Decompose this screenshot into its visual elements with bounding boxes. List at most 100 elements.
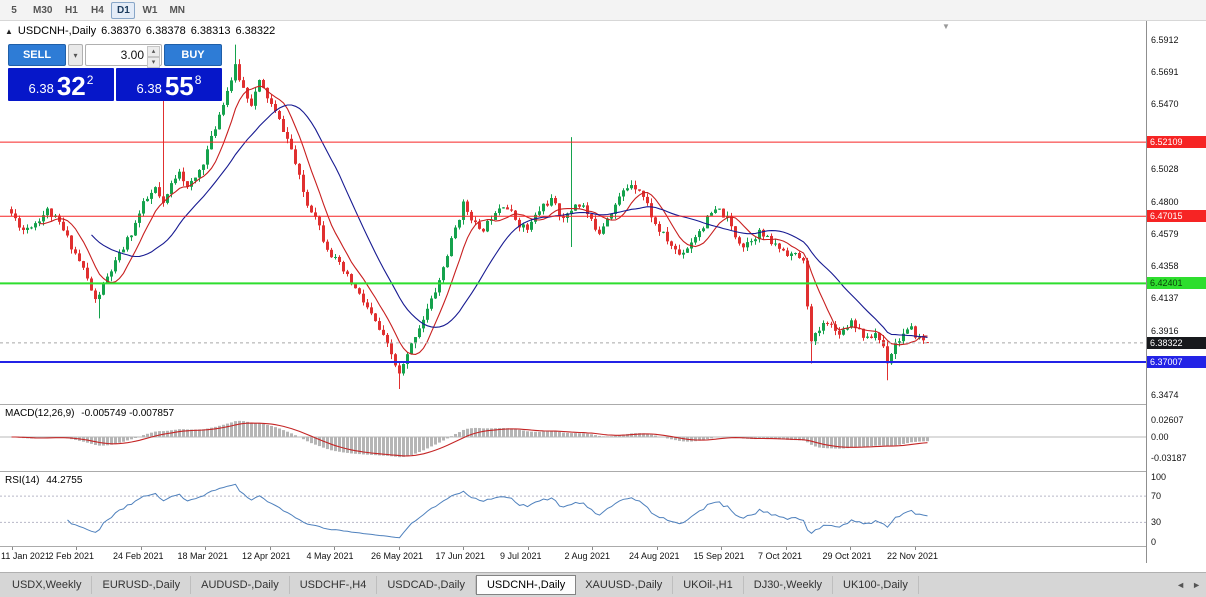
buy-price-pips: 55 — [164, 71, 194, 101]
chart-tab-audusd-daily[interactable]: AUDUSD-,Daily — [191, 576, 290, 594]
date-tick — [914, 547, 916, 550]
ma-slow-line — [91, 104, 928, 338]
price-axis-label: 6.4800 — [1151, 196, 1179, 207]
chart-symbol-label: USDCNH-,Daily — [17, 25, 97, 37]
date-tick — [11, 547, 13, 550]
macd-panel-splitter[interactable] — [0, 404, 1206, 405]
date-tick — [269, 547, 271, 550]
buy-price-box[interactable]: 6.38 55 8 — [116, 68, 222, 101]
ohlc-low-value: 6.38313 — [190, 25, 231, 37]
date-tick — [76, 547, 77, 550]
volume-increase-button[interactable]: ▴ — [147, 46, 160, 57]
macd-indicator-label: MACD(12,26,9) -0.005749 -0.007857 — [5, 408, 174, 419]
price-level-tag-6.42401: 6.42401 — [1147, 277, 1206, 290]
ohlc-close-value: 6.38322 — [235, 25, 276, 37]
price-axis[interactable]: 6.52109 6.47015 6.42401 6.37007 6.38322 6.591… — [1146, 21, 1206, 563]
macd-axis-label: -0.03187 — [1151, 452, 1187, 463]
chart-tabs: USDX,Weekly EURUSD-,Daily AUDUSD-,Daily USD… — [0, 573, 919, 597]
macd-axis-label: 0.02607 — [1151, 415, 1184, 425]
date-label: 24 Aug 2021 — [629, 551, 680, 561]
timeframe-button-mn[interactable]: MN — [169, 4, 186, 16]
chart-tab-usdx-weekly[interactable]: USDX,Weekly — [2, 576, 93, 594]
ma-fast-line — [39, 85, 928, 355]
price-axis-label: 6.5912 — [1151, 35, 1179, 45]
rsi-value: 44.2755 — [46, 475, 83, 486]
price-axis-label: 6.3916 — [1151, 325, 1179, 336]
price-level-tag-6.37007: 6.37007 — [1147, 355, 1206, 368]
date-tick — [785, 547, 787, 550]
timeframe-button-w1[interactable]: W1 — [142, 4, 158, 16]
timeframe-button-h4[interactable]: H4 — [91, 4, 104, 16]
tabs-scroll-right-icon[interactable]: ► — [1192, 580, 1201, 590]
sell-price-point: 2 — [86, 73, 94, 87]
date-tick — [656, 547, 658, 550]
time-axis[interactable]: 11 Jan 2021 2 Feb 2021 24 Feb 2021 18 Mar 2… — [0, 547, 1146, 563]
timeframe-button-5[interactable]: 5 — [11, 4, 17, 16]
date-tick — [850, 547, 851, 550]
price-axis-label: 6.4137 — [1151, 293, 1179, 304]
macd-name: MACD(12,26,9) — [5, 408, 75, 419]
date-tick — [463, 547, 464, 550]
one-click-trading-widget: SELL ▾ ▴ ▾ BUY 6.38 32 2 6.3 — [8, 44, 222, 101]
time-axis-splitter — [0, 546, 1206, 547]
date-label: 9 Jul 2021 — [500, 551, 542, 561]
tabs-scroll-left-icon[interactable]: ◄ — [1176, 580, 1186, 590]
timeframe-toolbar: 5 M30 H1 H4 D1 W1 MN — [0, 0, 1206, 21]
volume-field: ▴ ▾ — [85, 44, 162, 68]
date-label: 2 Aug 2021 — [564, 551, 611, 561]
chart-marker-icon: ▲ — [5, 26, 13, 36]
date-label: 24 Feb 2021 — [113, 551, 164, 561]
macd-values: -0.005749 -0.007857 — [81, 408, 175, 419]
rsi-panel-splitter[interactable] — [0, 471, 1206, 472]
price-axis-label: 6.5028 — [1151, 163, 1179, 174]
price-axis-label: 6.4579 — [1151, 229, 1179, 240]
chart-tab-dj30-weekly[interactable]: DJ30-,Weekly — [744, 576, 834, 594]
chart-tab-eurusd-daily[interactable]: EURUSD-,Daily — [92, 576, 192, 594]
date-label: 26 May 2021 — [371, 551, 424, 561]
chart-shift-marker-icon[interactable]: ▼ — [942, 22, 950, 31]
price-level-tag-6.52109: 6.52109 — [1147, 136, 1206, 149]
chart-tab-usdcnh-daily[interactable]: USDCNH-,Daily — [475, 575, 577, 595]
price-axis-label: 6.4358 — [1151, 261, 1179, 272]
chart-tab-xauusd-daily[interactable]: XAUUSD-,Daily — [575, 576, 674, 594]
volume-spinner: ▴ ▾ — [147, 46, 160, 68]
price-axis-label: 6.5691 — [1151, 67, 1179, 78]
date-tick — [334, 547, 335, 550]
rsi-indicator-label: RSI(14) 44.2755 — [5, 475, 82, 486]
rsi-axis-label: 70 — [1151, 491, 1162, 502]
timeframe-button-m30[interactable]: M30 — [33, 4, 53, 16]
date-label: 17 Jun 2021 — [435, 551, 486, 561]
rsi-axis-label: 100 — [1151, 471, 1167, 482]
date-label: 7 Oct 2021 — [758, 551, 803, 561]
timeframe-button-h1[interactable]: H1 — [65, 4, 78, 16]
chart-tab-ukoil-h1[interactable]: UKOil-,H1 — [673, 576, 744, 594]
buy-button[interactable]: BUY — [164, 44, 222, 66]
date-tick — [592, 547, 593, 550]
date-label: 29 Oct 2021 — [822, 551, 872, 561]
level-lines-layer — [0, 141, 1146, 363]
chart-tab-bar: USDX,Weekly EURUSD-,Daily AUDUSD-,Daily USD… — [0, 572, 1206, 597]
chart-tab-usdcad-daily[interactable]: USDCAD-,Daily — [377, 576, 476, 594]
volume-dropdown-button[interactable]: ▾ — [68, 44, 83, 66]
rsi-axis-label: 0 — [1151, 537, 1157, 547]
ohlc-high-value: 6.38378 — [145, 25, 186, 37]
sell-price-pips: 32 — [56, 71, 86, 101]
volume-decrease-button[interactable]: ▾ — [147, 57, 160, 68]
chart-area[interactable]: ▲ USDCNH-,Daily 6.38370 6.38378 6.38313 … — [0, 21, 1206, 567]
chart-tab-uk100-daily[interactable]: UK100-,Daily — [833, 576, 919, 594]
sell-price-box[interactable]: 6.38 32 2 — [8, 68, 114, 101]
price-level-tag-6.47015: 6.47015 — [1147, 210, 1206, 223]
sell-button[interactable]: SELL — [8, 44, 66, 66]
volume-input[interactable] — [86, 45, 161, 65]
date-label: 22 Nov 2021 — [887, 551, 939, 561]
buy-price-point: 8 — [194, 73, 202, 87]
current-price-tag: 6.38322 — [1147, 336, 1206, 349]
chart-tab-usdchf-h4[interactable]: USDCHF-,H4 — [290, 576, 378, 594]
date-label: 2 Feb 2021 — [48, 551, 95, 561]
chart-header: ▲ USDCNH-,Daily 6.38370 6.38378 6.38313 … — [5, 25, 275, 37]
rsi-name: RSI(14) — [5, 475, 40, 486]
price-axis-label: 6.5470 — [1151, 99, 1179, 110]
timeframe-button-d1[interactable]: D1 — [111, 1, 136, 19]
chart-canvas[interactable] — [0, 21, 1146, 547]
